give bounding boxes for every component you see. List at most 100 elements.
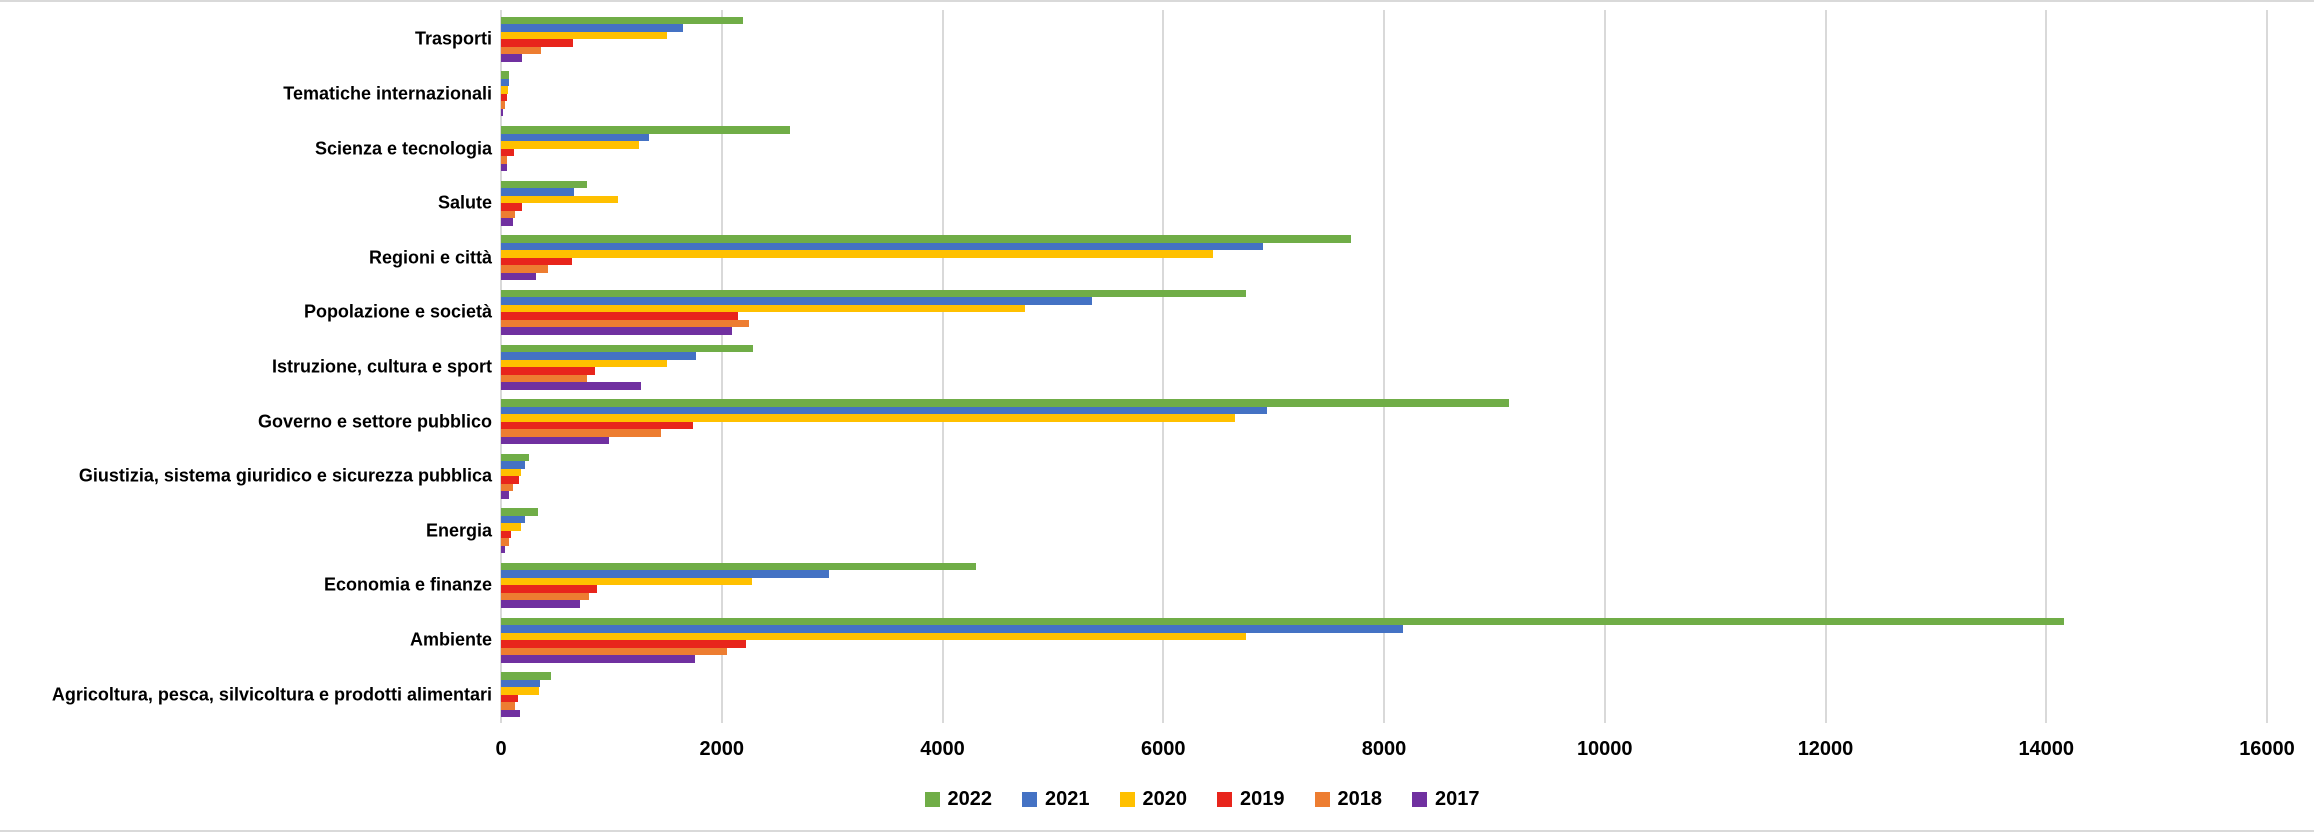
bar-2017 — [501, 218, 514, 226]
legend: 2022 2021 2020 2019 2018 2017 — [45, 788, 2314, 811]
x-tick-label: 8000 — [1361, 738, 1407, 760]
bar-2018 — [501, 46, 541, 55]
bar-2022 — [501, 399, 1509, 407]
legend-item-2017: 2017 — [1412, 788, 1480, 811]
category-label: Popolazione e società — [303, 301, 492, 322]
bar-2021 — [501, 24, 684, 32]
category-label: Ambiente — [409, 629, 492, 650]
bar-2022 — [501, 126, 791, 134]
legend-label: 2020 — [1142, 788, 1188, 810]
legend-label: 2017 — [1435, 788, 1480, 810]
bar-2020 — [501, 250, 1213, 258]
bar-2020 — [501, 141, 639, 149]
bar-2018 — [501, 538, 509, 546]
x-tick-label: 10000 — [1576, 738, 1633, 760]
gridline — [1383, 10, 1385, 723]
bar-2017 — [501, 545, 505, 554]
bar-2022 — [501, 672, 551, 680]
bar-2022 — [501, 71, 510, 79]
bar-2020 — [501, 523, 521, 531]
bar-2022 — [501, 180, 588, 189]
category-label: Salute — [437, 192, 492, 213]
bar-2018 — [501, 101, 506, 109]
x-tick-label: 6000 — [1141, 738, 1186, 760]
window-border-top — [0, 0, 2314, 2]
bar-2020 — [501, 31, 667, 40]
gridline — [720, 10, 723, 723]
bar-2021 — [501, 679, 540, 688]
bar-2020 — [501, 86, 509, 94]
bar-2022 — [501, 508, 538, 516]
bar-2018 — [501, 265, 549, 273]
bar-2018 — [501, 592, 590, 601]
bar-2022 — [501, 617, 2064, 626]
bar-2022 — [501, 562, 976, 571]
bar-2021 — [501, 133, 649, 142]
bar-2021 — [501, 78, 509, 87]
bar-2019 — [501, 39, 573, 47]
bar-2020 — [501, 304, 1026, 313]
category-label: Governo e settore pubblico — [257, 411, 492, 432]
bar-2017 — [501, 272, 537, 281]
bar-2022 — [501, 344, 753, 352]
bar-2022 — [501, 235, 1351, 243]
bar-2021 — [501, 570, 829, 578]
legend-swatch-2022 — [924, 792, 940, 807]
bar-2019 — [501, 93, 507, 102]
bar-2017 — [501, 491, 510, 499]
bar-2021 — [501, 515, 525, 524]
gridline — [2266, 10, 2268, 723]
bar-2019 — [501, 694, 518, 703]
bar-2020 — [501, 195, 618, 204]
x-tick-label: 4000 — [920, 738, 965, 760]
bar-2019 — [501, 421, 694, 430]
category-label: Regioni e città — [368, 247, 492, 268]
bar-2021 — [501, 461, 526, 469]
legend-label: 2019 — [1240, 788, 1285, 810]
gridline — [1824, 10, 1827, 723]
category-label: Giustizia, sistema giuridico e sicurezza… — [78, 465, 492, 486]
legend-item-2020: 2020 — [1119, 788, 1188, 811]
bar-2017 — [501, 54, 522, 62]
bar-2021 — [501, 625, 1403, 633]
legend-label: 2021 — [1045, 788, 1090, 810]
category-label: Tematiche internazionali — [283, 83, 492, 104]
bar-2021 — [501, 242, 1263, 251]
bar-2017 — [501, 163, 508, 172]
bar-2019 — [501, 257, 572, 266]
legend-item-2022: 2022 — [924, 788, 993, 811]
bar-2017 — [501, 600, 580, 608]
bar-2017 — [501, 382, 642, 390]
legend-swatch-2020 — [1119, 792, 1135, 807]
category-label: Trasporti — [414, 28, 492, 49]
legend-label: 2018 — [1337, 788, 1383, 810]
category-label: Agricoltura, pesca, silvicoltura e prodo… — [51, 684, 492, 705]
bar-2021 — [501, 188, 574, 196]
bar-2018 — [501, 374, 588, 382]
bar-2019 — [501, 312, 739, 320]
legend-label: 2022 — [947, 788, 993, 810]
bar-2021 — [501, 297, 1092, 305]
bar-2021 — [501, 406, 1267, 415]
bar-2017 — [501, 436, 610, 445]
bar-2018 — [501, 210, 516, 219]
x-tick-label: 2000 — [699, 738, 745, 760]
bar-2020 — [501, 577, 752, 586]
legend-item-2019: 2019 — [1217, 788, 1285, 811]
legend-item-2021: 2021 — [1022, 788, 1090, 811]
bar-2018 — [501, 156, 507, 164]
bar-2020 — [501, 632, 1247, 641]
window-border-bottom — [0, 830, 2314, 832]
x-tick-label: 14000 — [2018, 738, 2075, 760]
bar-2018 — [501, 483, 514, 492]
legend-swatch-2017 — [1412, 792, 1427, 807]
category-label: Scienza e tecnologia — [314, 138, 492, 159]
bar-2019 — [501, 585, 598, 593]
bar-2018 — [501, 647, 728, 656]
bar-2018 — [501, 429, 662, 437]
bar-2019 — [501, 476, 520, 484]
bar-2019 — [501, 148, 515, 157]
bar-2020 — [501, 687, 540, 695]
bar-2020 — [501, 359, 667, 367]
